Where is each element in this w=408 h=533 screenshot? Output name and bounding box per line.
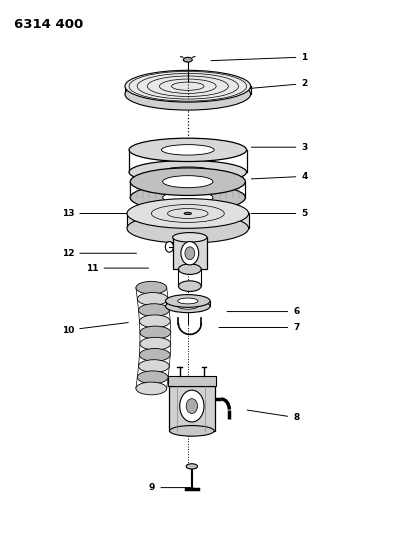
Ellipse shape: [127, 199, 248, 228]
Ellipse shape: [140, 337, 171, 350]
Ellipse shape: [166, 295, 210, 308]
Ellipse shape: [140, 315, 170, 328]
Circle shape: [165, 241, 173, 252]
Ellipse shape: [136, 382, 167, 395]
Circle shape: [181, 241, 199, 265]
Ellipse shape: [162, 144, 214, 155]
Text: 9: 9: [149, 483, 193, 492]
Text: 5: 5: [251, 209, 308, 218]
Ellipse shape: [139, 304, 169, 317]
Ellipse shape: [178, 264, 201, 274]
Ellipse shape: [129, 160, 246, 184]
Ellipse shape: [184, 213, 191, 215]
Ellipse shape: [177, 298, 198, 304]
Text: 2: 2: [247, 79, 308, 88]
Ellipse shape: [130, 168, 245, 196]
Text: 13: 13: [62, 209, 136, 218]
Text: 6: 6: [227, 307, 299, 316]
Ellipse shape: [140, 349, 170, 361]
Polygon shape: [173, 237, 207, 269]
Ellipse shape: [127, 214, 248, 243]
Ellipse shape: [139, 360, 169, 373]
Ellipse shape: [183, 58, 192, 62]
Ellipse shape: [137, 293, 168, 305]
Ellipse shape: [137, 371, 168, 384]
Ellipse shape: [162, 167, 214, 177]
Text: 4: 4: [251, 172, 308, 181]
Ellipse shape: [130, 184, 245, 212]
Ellipse shape: [178, 281, 201, 292]
Text: 6314 400: 6314 400: [13, 18, 83, 31]
Text: 12: 12: [62, 249, 136, 258]
Ellipse shape: [163, 176, 213, 188]
Circle shape: [180, 390, 204, 422]
Text: 1: 1: [211, 53, 308, 62]
Text: 8: 8: [247, 410, 299, 422]
Ellipse shape: [170, 425, 214, 436]
Text: 10: 10: [62, 322, 128, 335]
Ellipse shape: [125, 70, 251, 102]
Ellipse shape: [177, 303, 198, 309]
Ellipse shape: [186, 464, 197, 469]
Ellipse shape: [125, 78, 251, 110]
Ellipse shape: [136, 281, 167, 294]
Ellipse shape: [129, 138, 246, 161]
Text: 11: 11: [86, 264, 149, 272]
Ellipse shape: [163, 191, 213, 204]
FancyBboxPatch shape: [168, 376, 216, 386]
Ellipse shape: [173, 232, 207, 242]
Text: 7: 7: [219, 323, 299, 332]
Ellipse shape: [140, 326, 171, 339]
Circle shape: [186, 399, 197, 414]
FancyBboxPatch shape: [169, 386, 215, 431]
Text: 3: 3: [251, 143, 308, 152]
Circle shape: [185, 247, 195, 260]
Ellipse shape: [166, 300, 210, 313]
